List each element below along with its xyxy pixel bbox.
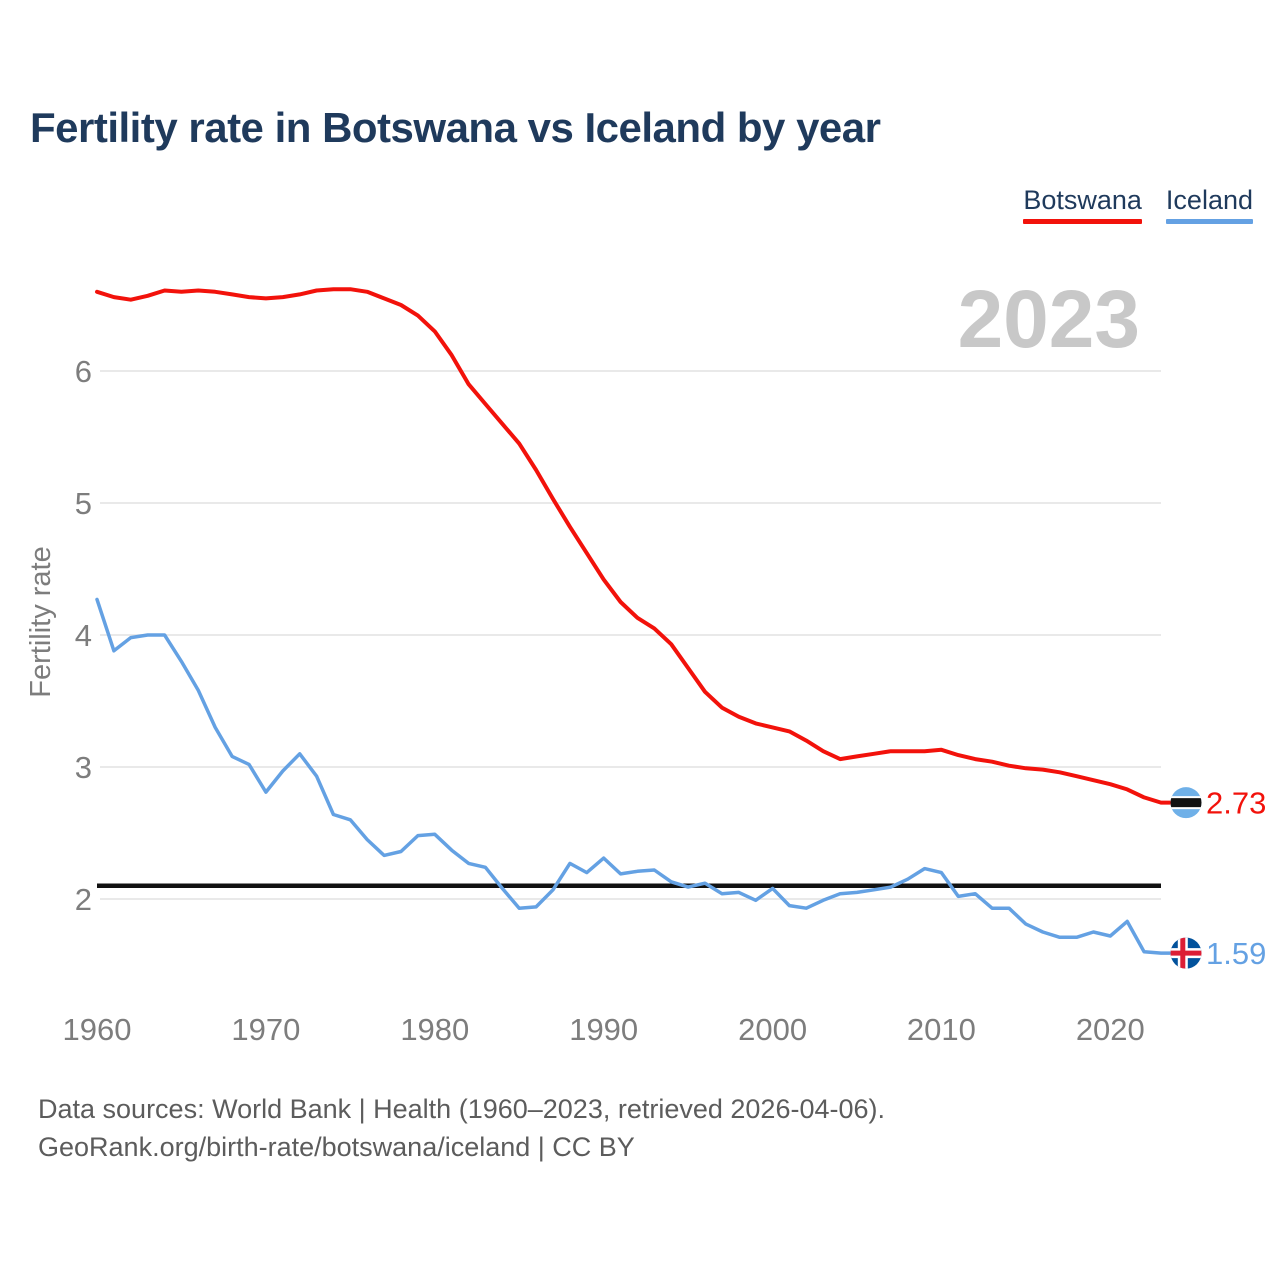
- chart-legend: Botswana Iceland: [1023, 185, 1253, 224]
- footer-data-sources: Data sources: World Bank | Health (1960–…: [38, 1094, 885, 1124]
- watermark-year: 2023: [958, 274, 1140, 365]
- y-tick-label-2: 2: [75, 882, 92, 917]
- legend-item-botswana[interactable]: Botswana: [1023, 185, 1142, 224]
- y-tick-label-3: 3: [75, 750, 92, 785]
- legend-label-botswana: Botswana: [1023, 185, 1142, 215]
- x-tick-label-1990: 1990: [569, 1012, 638, 1047]
- legend-label-iceland: Iceland: [1165, 185, 1253, 215]
- page-title: Fertility rate in Botswana vs Iceland by…: [30, 104, 881, 151]
- legend-underline-botswana: [1023, 219, 1142, 224]
- iceland-flag-icon: [1170, 937, 1202, 969]
- y-tick-label-4: 4: [75, 618, 92, 653]
- end-value-label-botswana: 2.73: [1206, 786, 1266, 821]
- series-line-iceland: [95, 597, 1172, 955]
- footer-attribution: GeoRank.org/birth-rate/botswana/iceland …: [38, 1132, 635, 1162]
- y-tick-label-5: 5: [75, 486, 92, 521]
- legend-underline-iceland: [1165, 219, 1253, 224]
- x-tick-label-2010: 2010: [907, 1012, 976, 1047]
- x-tick-label-1970: 1970: [231, 1012, 300, 1047]
- end-value-label-iceland: 1.59: [1206, 936, 1266, 971]
- legend-item-iceland[interactable]: Iceland: [1165, 185, 1253, 224]
- chart-footer: Data sources: World Bank | Health (1960–…: [38, 1090, 885, 1166]
- x-tick-label-1960: 1960: [63, 1012, 132, 1047]
- x-tick-label-2000: 2000: [738, 1012, 807, 1047]
- botswana-flag-icon: [1170, 787, 1202, 819]
- y-axis-title: Fertility rate: [25, 546, 57, 697]
- x-tick-label-1980: 1980: [400, 1012, 469, 1047]
- series-line-botswana: [95, 287, 1172, 805]
- y-tick-label-6: 6: [75, 354, 92, 389]
- x-tick-label-2020: 2020: [1076, 1012, 1145, 1047]
